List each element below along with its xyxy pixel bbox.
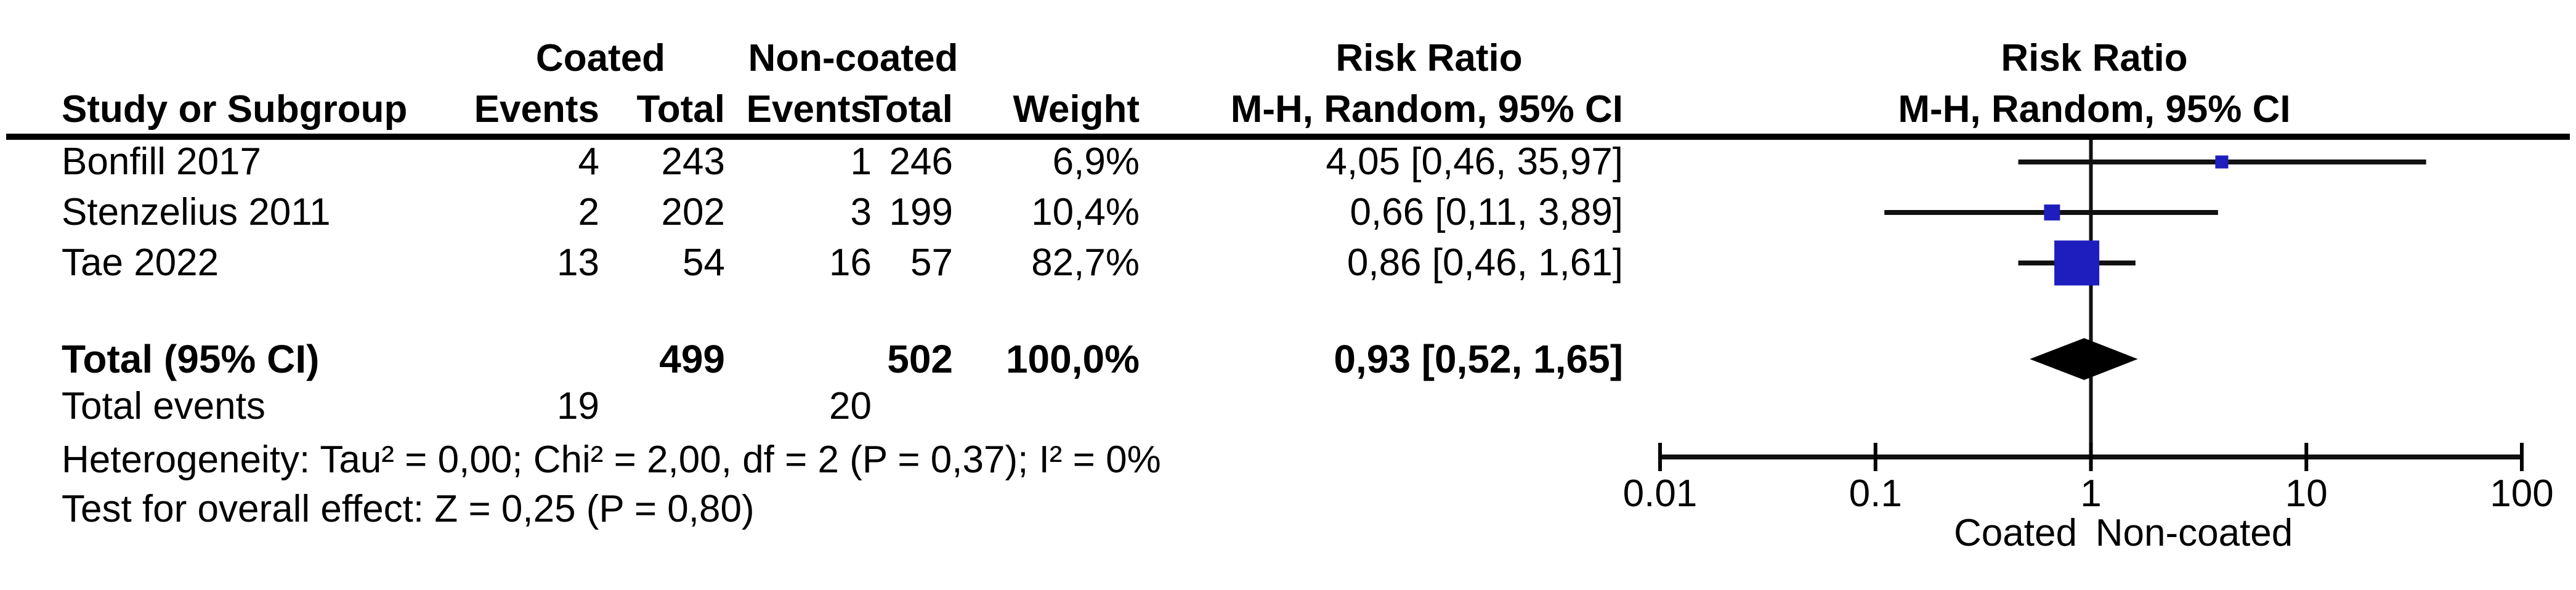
axis-tick-label: 100 bbox=[2490, 472, 2554, 515]
total-noncoated: 199 bbox=[889, 191, 953, 233]
weight-value: 10,4% bbox=[1031, 191, 1140, 233]
rr-ci-value: 4,05 [0,46, 35,97] bbox=[1326, 140, 1623, 183]
events-coated: 2 bbox=[578, 191, 599, 233]
favours-right-label: Non-coated bbox=[2095, 512, 2293, 554]
events-noncoated: 3 bbox=[850, 191, 872, 233]
total-coated: 54 bbox=[682, 241, 725, 284]
group-header-noncoated: Non-coated bbox=[748, 37, 958, 79]
total-diamond bbox=[2030, 338, 2138, 380]
column-header-study: Study or Subgroup bbox=[62, 88, 408, 131]
events-coated: 4 bbox=[578, 140, 599, 183]
weight-value: 6,9% bbox=[1052, 140, 1140, 183]
favours-left-label: Coated bbox=[1954, 512, 2077, 554]
events-noncoated: 1 bbox=[850, 140, 872, 183]
total-coated-sum: 499 bbox=[659, 337, 725, 381]
column-header-events-noncoated: Events bbox=[746, 88, 872, 131]
total-noncoated-sum: 502 bbox=[887, 337, 953, 381]
column-header-total-noncoated: Total bbox=[864, 88, 954, 131]
total-coated: 243 bbox=[661, 140, 725, 183]
weight-square bbox=[2054, 240, 2100, 286]
column-header-rr-ci: M-H, Random, 95% CI bbox=[1230, 88, 1623, 131]
events-noncoated: 16 bbox=[829, 241, 872, 284]
axis-tick-label: 0.1 bbox=[1849, 472, 1902, 515]
weight-square bbox=[2215, 155, 2229, 169]
total-rr-ci: 0,93 [0,52, 1,65] bbox=[1334, 337, 1623, 381]
study-label: Bonfill 2017 bbox=[62, 140, 262, 183]
total-events-label: Total events bbox=[62, 385, 265, 427]
total-events-coated: 19 bbox=[557, 385, 599, 427]
weight-square bbox=[2044, 204, 2060, 220]
rr-ci-value: 0,66 [0,11, 3,89] bbox=[1350, 191, 1623, 233]
total-noncoated: 57 bbox=[910, 241, 953, 284]
figure-method-subtitle: M-H, Random, 95% CI bbox=[1898, 88, 2291, 131]
study-label: Stenzelius 2011 bbox=[62, 191, 331, 233]
column-risk-ratio-title: Risk Ratio bbox=[1335, 37, 1523, 79]
heterogeneity-stats: Heterogeneity: Tau² = 0,00; Chi² = 2,00,… bbox=[62, 438, 1161, 481]
column-header-total-coated: Total bbox=[636, 88, 726, 131]
total-noncoated: 246 bbox=[889, 140, 953, 183]
total-events-noncoated: 20 bbox=[829, 385, 872, 427]
column-header-weight: Weight bbox=[1013, 88, 1140, 131]
total-weight: 100,0% bbox=[1005, 337, 1140, 381]
axis-tick-label: 0.01 bbox=[1622, 472, 1698, 515]
axis-tick-label: 10 bbox=[2285, 472, 2328, 515]
group-header-coated: Coated bbox=[535, 37, 666, 79]
total-row-label: Total (95% CI) bbox=[62, 337, 320, 381]
rr-ci-value: 0,86 [0,46, 1,61] bbox=[1347, 241, 1623, 284]
study-label: Tae 2022 bbox=[62, 241, 219, 284]
column-header-events-coated: Events bbox=[474, 88, 599, 131]
axis-tick-label: 1 bbox=[2080, 472, 2102, 515]
figure-risk-ratio-title: Risk Ratio bbox=[2001, 37, 2188, 79]
total-coated: 202 bbox=[661, 191, 725, 233]
events-coated: 13 bbox=[557, 241, 599, 284]
overall-effect-test: Test for overall effect: Z = 0,25 (P = 0… bbox=[62, 488, 755, 530]
weight-value: 82,7% bbox=[1031, 241, 1140, 284]
